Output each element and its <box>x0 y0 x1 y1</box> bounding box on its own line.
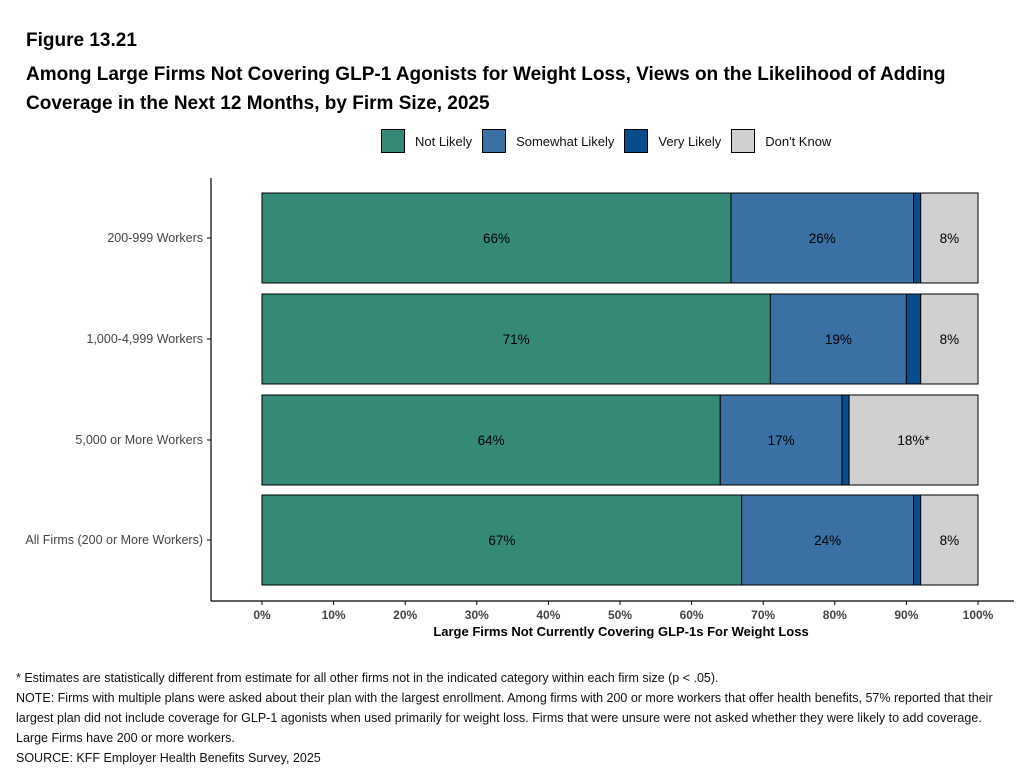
data-label: 24% <box>814 533 841 548</box>
legend-label: Not Likely <box>415 133 473 149</box>
chart-title: Among Large Firms Not Covering GLP-1 Ago… <box>26 64 946 114</box>
significance-footnote: * Estimates are statistically different … <box>16 671 719 685</box>
x-tick-label: 80% <box>823 608 847 622</box>
x-tick-label: 0% <box>253 608 271 622</box>
category-label: All Firms (200 or More Workers) <box>25 533 203 547</box>
bar-segment <box>769 293 907 385</box>
bar-segment <box>913 494 922 586</box>
legend-swatch <box>624 129 649 153</box>
data-label: 8% <box>940 332 960 347</box>
bar-segment <box>913 192 922 284</box>
bar-segment <box>920 494 979 586</box>
source-note: SOURCE: KFF Employer Health Benefits Sur… <box>16 751 321 765</box>
legend-label: Very Likely <box>658 133 722 149</box>
data-label: 67% <box>488 533 515 548</box>
data-label: 17% <box>768 433 795 448</box>
legend-swatch <box>381 129 405 153</box>
data-label: 66% <box>483 231 510 246</box>
bar-segment <box>261 394 721 486</box>
chart-legend: Not Likely Somewhat Likely Very Likely Don'… <box>381 128 841 154</box>
data-label: 19% <box>825 332 852 347</box>
bar-segment <box>920 192 979 284</box>
bar-segment <box>719 394 843 486</box>
data-label: 8% <box>940 533 960 548</box>
data-label: 18%* <box>897 433 930 448</box>
bar-segment <box>261 494 743 586</box>
bar-segment <box>905 293 922 385</box>
x-tick-label: 10% <box>322 608 346 622</box>
footnotes: * Estimates are statistically different … <box>16 668 1006 768</box>
legend-swatch <box>731 129 756 153</box>
legend-item: Don't Know <box>731 129 831 153</box>
x-tick-label: 50% <box>608 608 632 622</box>
x-tick-label: 20% <box>393 608 417 622</box>
legend-item: Somewhat Likely <box>482 129 614 153</box>
bar-segment <box>841 394 850 486</box>
category-label: 1,000-4,999 Workers <box>87 332 204 346</box>
figure-label: Figure 13.21 <box>26 30 137 51</box>
bar-segment <box>261 192 732 284</box>
x-tick-label: 60% <box>680 608 704 622</box>
x-tick-label: 30% <box>465 608 489 622</box>
bar-segment <box>848 394 979 486</box>
x-axis-label: Large Firms Not Currently Covering GLP-1… <box>433 624 808 639</box>
x-tick-label: 70% <box>751 608 775 622</box>
legend-item: Not Likely <box>381 129 472 153</box>
data-label: 71% <box>503 332 530 347</box>
methodology-note: NOTE: Firms with multiple plans were ask… <box>16 691 993 745</box>
x-tick-label: 100% <box>963 608 994 622</box>
data-label: 64% <box>478 433 505 448</box>
stacked-bar-chart: 200-999 Workers 66% 26% 8% 1,000-4,999 Worke… <box>25 178 1014 639</box>
data-label: 26% <box>809 231 836 246</box>
category-label: 5,000 or More Workers <box>75 433 203 447</box>
bar-segment <box>920 293 979 385</box>
category-label: 200-999 Workers <box>107 231 203 245</box>
data-label: 8% <box>940 231 960 246</box>
bar-segment <box>741 494 915 586</box>
x-tick-label: 40% <box>536 608 560 622</box>
bar-segment <box>261 293 771 385</box>
legend-label: Don't Know <box>765 133 832 149</box>
legend-label: Somewhat Likely <box>516 133 615 149</box>
legend-item: Very Likely <box>624 129 721 153</box>
legend-swatch <box>482 129 507 153</box>
x-tick-label: 90% <box>894 608 918 622</box>
bar-segment <box>730 192 915 284</box>
